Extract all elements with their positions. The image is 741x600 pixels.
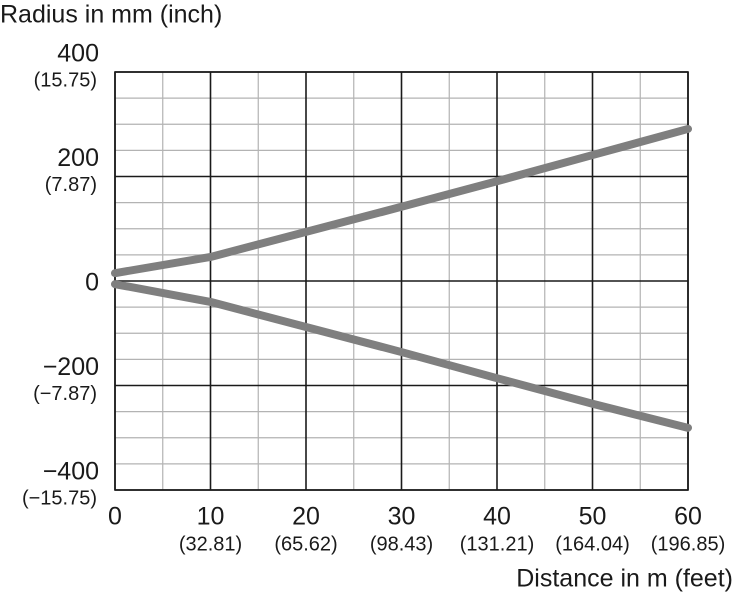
x-tick-secondary-label: (32.81)	[179, 533, 242, 555]
y-tick-secondary-label: (−7.87)	[33, 383, 97, 405]
y-tick-secondary-label: (7.87)	[45, 174, 97, 196]
y-tick-label: 200	[57, 144, 99, 172]
x-tick-label: 60	[674, 503, 702, 531]
chart-title: Radius in mm (inch)	[0, 1, 222, 29]
x-tick-label: 0	[108, 503, 122, 531]
y-tick-label: 400	[57, 40, 99, 68]
x-axis-label: Distance in m (feet)	[516, 565, 733, 593]
x-tick-label: 40	[483, 503, 511, 531]
x-tick-label: 30	[388, 503, 416, 531]
line-series	[111, 280, 692, 432]
x-tick-secondary-label: (164.04)	[555, 533, 630, 555]
y-tick-label: −400	[43, 458, 99, 486]
x-tick-secondary-label: (98.43)	[370, 533, 433, 555]
x-tick-secondary-label: (65.62)	[274, 533, 337, 555]
y-tick-secondary-label: (15.75)	[34, 69, 97, 91]
x-tick-label: 20	[292, 503, 320, 531]
x-tick-secondary-label: (131.21)	[460, 533, 535, 555]
line-series	[111, 124, 692, 278]
x-tick-label: 10	[197, 503, 225, 531]
x-tick-label: 50	[579, 503, 607, 531]
y-tick-label: 0	[85, 269, 99, 297]
x-tick-secondary-label: (196.85)	[651, 533, 726, 555]
y-tick-label: −200	[43, 353, 99, 381]
y-tick-secondary-label: (−15.75)	[22, 487, 97, 509]
